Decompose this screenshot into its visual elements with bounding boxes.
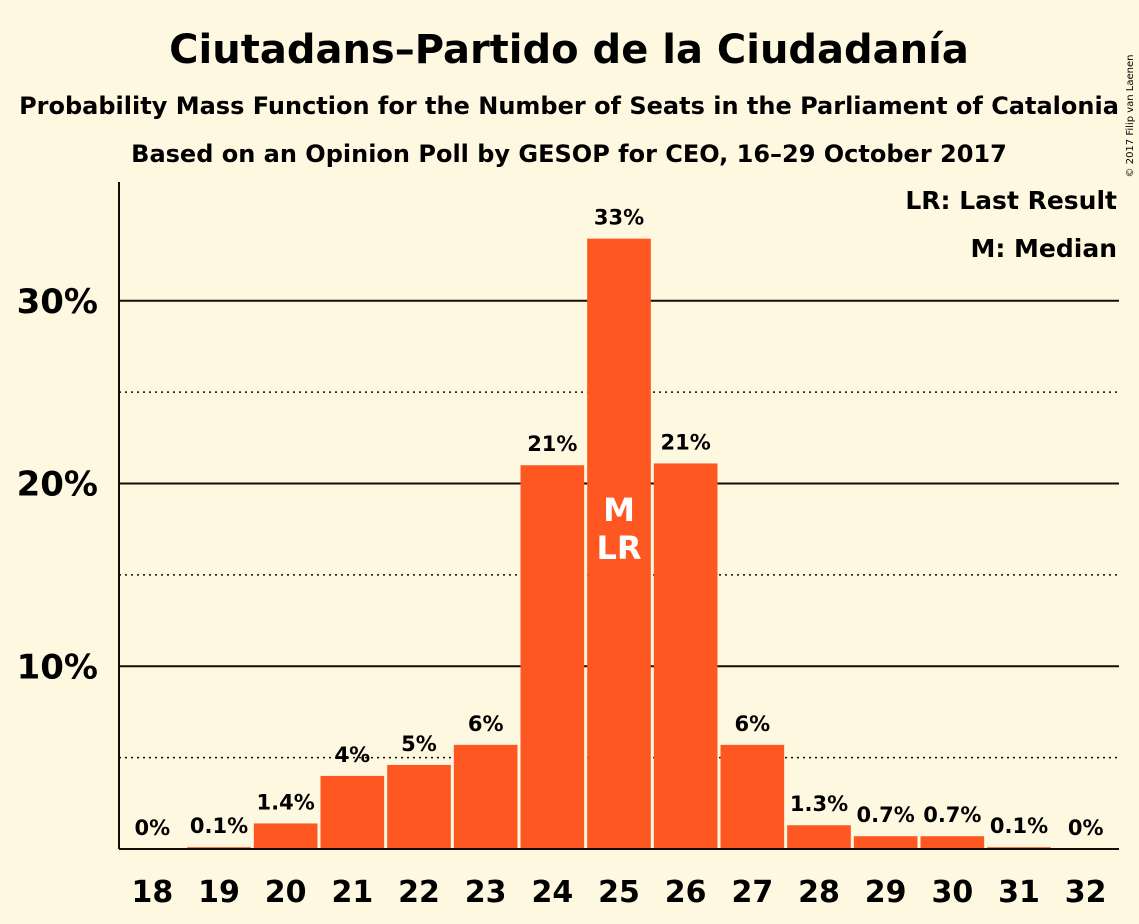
bar-23 [453, 744, 518, 849]
x-tick-label: 27 [731, 875, 773, 910]
x-tick-label: 31 [998, 875, 1040, 910]
data-label-29: 0.7% [857, 803, 915, 827]
data-labels: 0% 0.1% 1.4% 4% 5% 6% 21% 33% MLR 21% 6% 1.3% 0.7% 0.… [135, 206, 1104, 840]
chart-title: Ciutadans–Partido de la Ciudadanía [169, 27, 969, 73]
x-tick-label: 29 [865, 875, 907, 910]
data-label-24: 21% [527, 432, 577, 456]
copyright-text: © 2017 Filip van Laenen [1125, 55, 1136, 178]
data-label-21: 4% [335, 743, 371, 767]
data-label-18: 0% [135, 816, 171, 840]
data-label-32: 0% [1068, 816, 1104, 840]
x-tick-label: 19 [198, 875, 240, 910]
bar-27 [720, 744, 785, 849]
y-tick-label: 30% [17, 282, 98, 322]
legend-last-result: LR: Last Result [905, 186, 1117, 215]
bar-20 [253, 823, 318, 849]
data-label-30: 0.7% [923, 803, 981, 827]
data-label-31: 0.1% [990, 814, 1048, 838]
bars [187, 238, 1051, 850]
chart-subtitle-2: Based on an Opinion Poll by GESOP for CE… [131, 140, 1007, 168]
legend-median: M: Median [970, 234, 1117, 263]
bar-30 [920, 836, 985, 849]
bar-24 [520, 465, 585, 849]
x-tick-label: 28 [798, 875, 840, 910]
x-tick-label: 22 [398, 875, 440, 910]
x-tick-label: 21 [331, 875, 373, 910]
last-result-marker: LR [596, 529, 641, 567]
data-label-20: 1.4% [257, 790, 315, 814]
bar-28 [787, 825, 851, 849]
x-tick-label: 18 [131, 875, 173, 910]
x-tick-label: 24 [531, 875, 573, 910]
median-marker: M [603, 491, 635, 529]
data-label-22: 5% [401, 732, 437, 756]
bar-25 [587, 238, 651, 850]
x-tick-label: 20 [265, 875, 307, 910]
y-tick-labels: 10% 20% 30% [17, 282, 98, 687]
bar-22 [387, 764, 451, 849]
chart-subtitle-1: Probability Mass Function for the Number… [19, 92, 1119, 120]
bar-21 [320, 775, 385, 849]
data-label-28: 1.3% [790, 792, 848, 816]
x-tick-label: 26 [665, 875, 707, 910]
x-tick-label: 25 [598, 875, 640, 910]
data-label-27: 6% [735, 712, 771, 736]
data-label-26: 21% [661, 430, 711, 454]
x-tick-labels: 18 19 20 21 22 23 24 25 26 27 28 29 30 31 32 [131, 875, 1106, 910]
data-label-23: 6% [468, 712, 504, 736]
x-tick-label: 32 [1065, 875, 1107, 910]
x-tick-label: 23 [465, 875, 507, 910]
y-tick-label: 20% [17, 465, 98, 505]
data-label-25: 33% [594, 206, 644, 230]
data-label-19: 0.1% [190, 814, 248, 838]
x-tick-label: 30 [931, 875, 973, 910]
bar-29 [853, 836, 918, 849]
bar-26 [653, 463, 718, 849]
y-tick-label: 10% [17, 647, 98, 687]
